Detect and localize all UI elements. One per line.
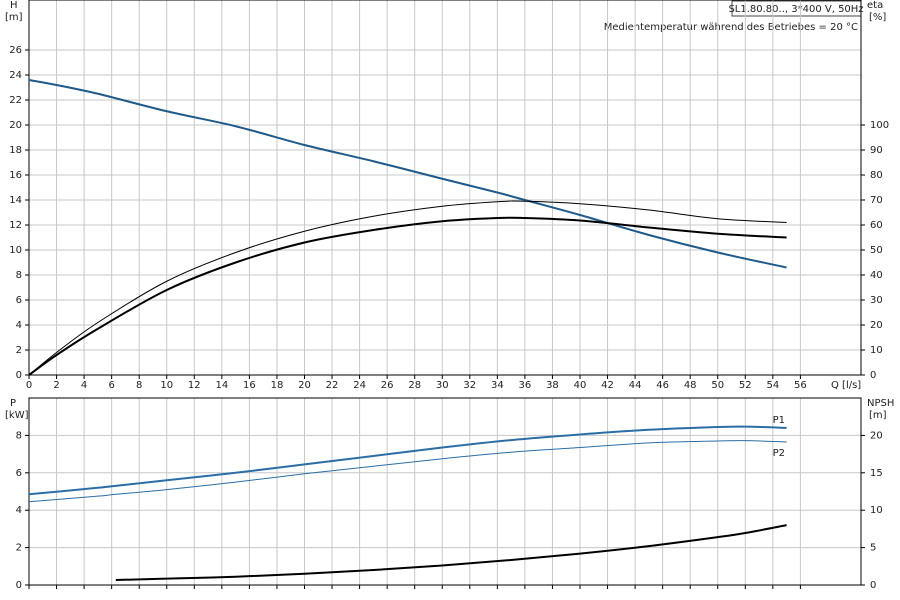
x-tick-label: 48: [684, 380, 697, 391]
y-tick-label: 14: [9, 195, 22, 206]
curve: [28, 200, 787, 376]
y-tick-label: 2: [16, 543, 22, 554]
x-tick-label: 18: [271, 380, 284, 391]
x-tick-label: 20: [298, 380, 311, 391]
plot-frame: [28, 0, 862, 376]
curve: [28, 425, 787, 496]
series-label: P1: [773, 415, 785, 426]
x-tick-label: 56: [794, 380, 807, 391]
y-tick-label: 24: [9, 70, 22, 81]
x-tick-label: 8: [136, 380, 142, 391]
x-tick-label: 10: [160, 380, 173, 391]
curve: [28, 79, 787, 269]
y-tick-label: 10: [9, 245, 22, 256]
x-tick-label: 0: [26, 380, 32, 391]
y2-tick-label: 20: [870, 320, 883, 331]
x-tick-label: 50: [711, 380, 724, 391]
x-tick-label: 54: [766, 380, 779, 391]
y-tick-label: 6: [16, 295, 22, 306]
y2-tick-label: 5: [870, 543, 876, 554]
y-tick-label: 26: [9, 45, 22, 56]
x-tick-label: 6: [108, 380, 114, 391]
x-tick-label: 2: [53, 380, 59, 391]
x-tick-label: 16: [243, 380, 256, 391]
x-tick-label: 12: [188, 380, 201, 391]
y2-tick-label: 90: [870, 145, 883, 156]
y2-axis-unit: [m]: [869, 410, 887, 421]
y2-tick-label: 15: [870, 468, 883, 479]
y-axis-unit: [kW]: [5, 410, 29, 421]
y2-tick-label: 80: [870, 170, 883, 181]
curve: [115, 524, 787, 581]
y2-tick-label: 30: [870, 295, 883, 306]
y-tick-label: 8: [16, 270, 22, 281]
y-tick-label: 4: [16, 505, 22, 516]
y2-tick-label: 0: [870, 580, 876, 591]
y-tick-label: 16: [9, 170, 22, 181]
x-tick-label: 26: [381, 380, 394, 391]
series-label: P2: [773, 448, 785, 459]
y-tick-label: 18: [9, 145, 22, 156]
x-tick-label: 24: [353, 380, 366, 391]
x-tick-label: 34: [491, 380, 504, 391]
x-tick-label: 4: [81, 380, 87, 391]
y-tick-label: 12: [9, 220, 22, 231]
y2-tick-label: 40: [870, 270, 883, 281]
x-tick-label: 32: [463, 380, 476, 391]
y-tick-label: 20: [9, 120, 22, 131]
x-tick-label: 40: [574, 380, 587, 391]
y-tick-label: 0: [16, 370, 22, 381]
y2-tick-label: 10: [870, 345, 883, 356]
y-tick-label: 0: [16, 580, 22, 591]
y2-tick-label: 0: [870, 370, 876, 381]
y2-axis-unit: [%]: [869, 12, 886, 23]
y-tick-label: 2: [16, 345, 22, 356]
y-axis-label: P: [10, 398, 16, 409]
y2-tick-label: 10: [870, 505, 883, 516]
y2-tick-label: 60: [870, 220, 883, 231]
y-tick-label: 4: [16, 320, 22, 331]
y2-tick-label: 20: [870, 430, 883, 441]
y2-tick-label: 70: [870, 195, 883, 206]
y-tick-label: 8: [16, 430, 22, 441]
x-tick-label: 30: [436, 380, 449, 391]
y2-axis-label: eta: [867, 0, 883, 11]
x-tick-label: 38: [546, 380, 559, 391]
y-axis-unit: [m]: [5, 12, 23, 23]
y2-tick-label: 100: [870, 120, 889, 131]
y-tick-label: 22: [9, 95, 22, 106]
curve: [28, 216, 787, 376]
x-tick-label: 46: [656, 380, 669, 391]
x-tick-label: 52: [739, 380, 752, 391]
temperature-note: Medientemperatur während des Betriebes =…: [604, 22, 858, 33]
x-tick-label: 44: [629, 380, 642, 391]
curve: [28, 440, 787, 503]
plot-frame: [28, 397, 862, 586]
y-tick-label: 6: [16, 468, 22, 479]
y-axis-label: H: [10, 0, 18, 11]
x-tick-label: 14: [215, 380, 228, 391]
x-tick-label: 28: [408, 380, 421, 391]
x-tick-label: 22: [326, 380, 339, 391]
x-axis-label: Q [l/s]: [831, 380, 861, 391]
y2-tick-label: 50: [870, 245, 883, 256]
y2-axis-label: NPSH: [867, 398, 894, 409]
x-tick-label: 42: [601, 380, 614, 391]
x-tick-label: 36: [519, 380, 532, 391]
pump-name: SL1.80.80.., 3*400 V, 50Hz: [728, 4, 863, 15]
